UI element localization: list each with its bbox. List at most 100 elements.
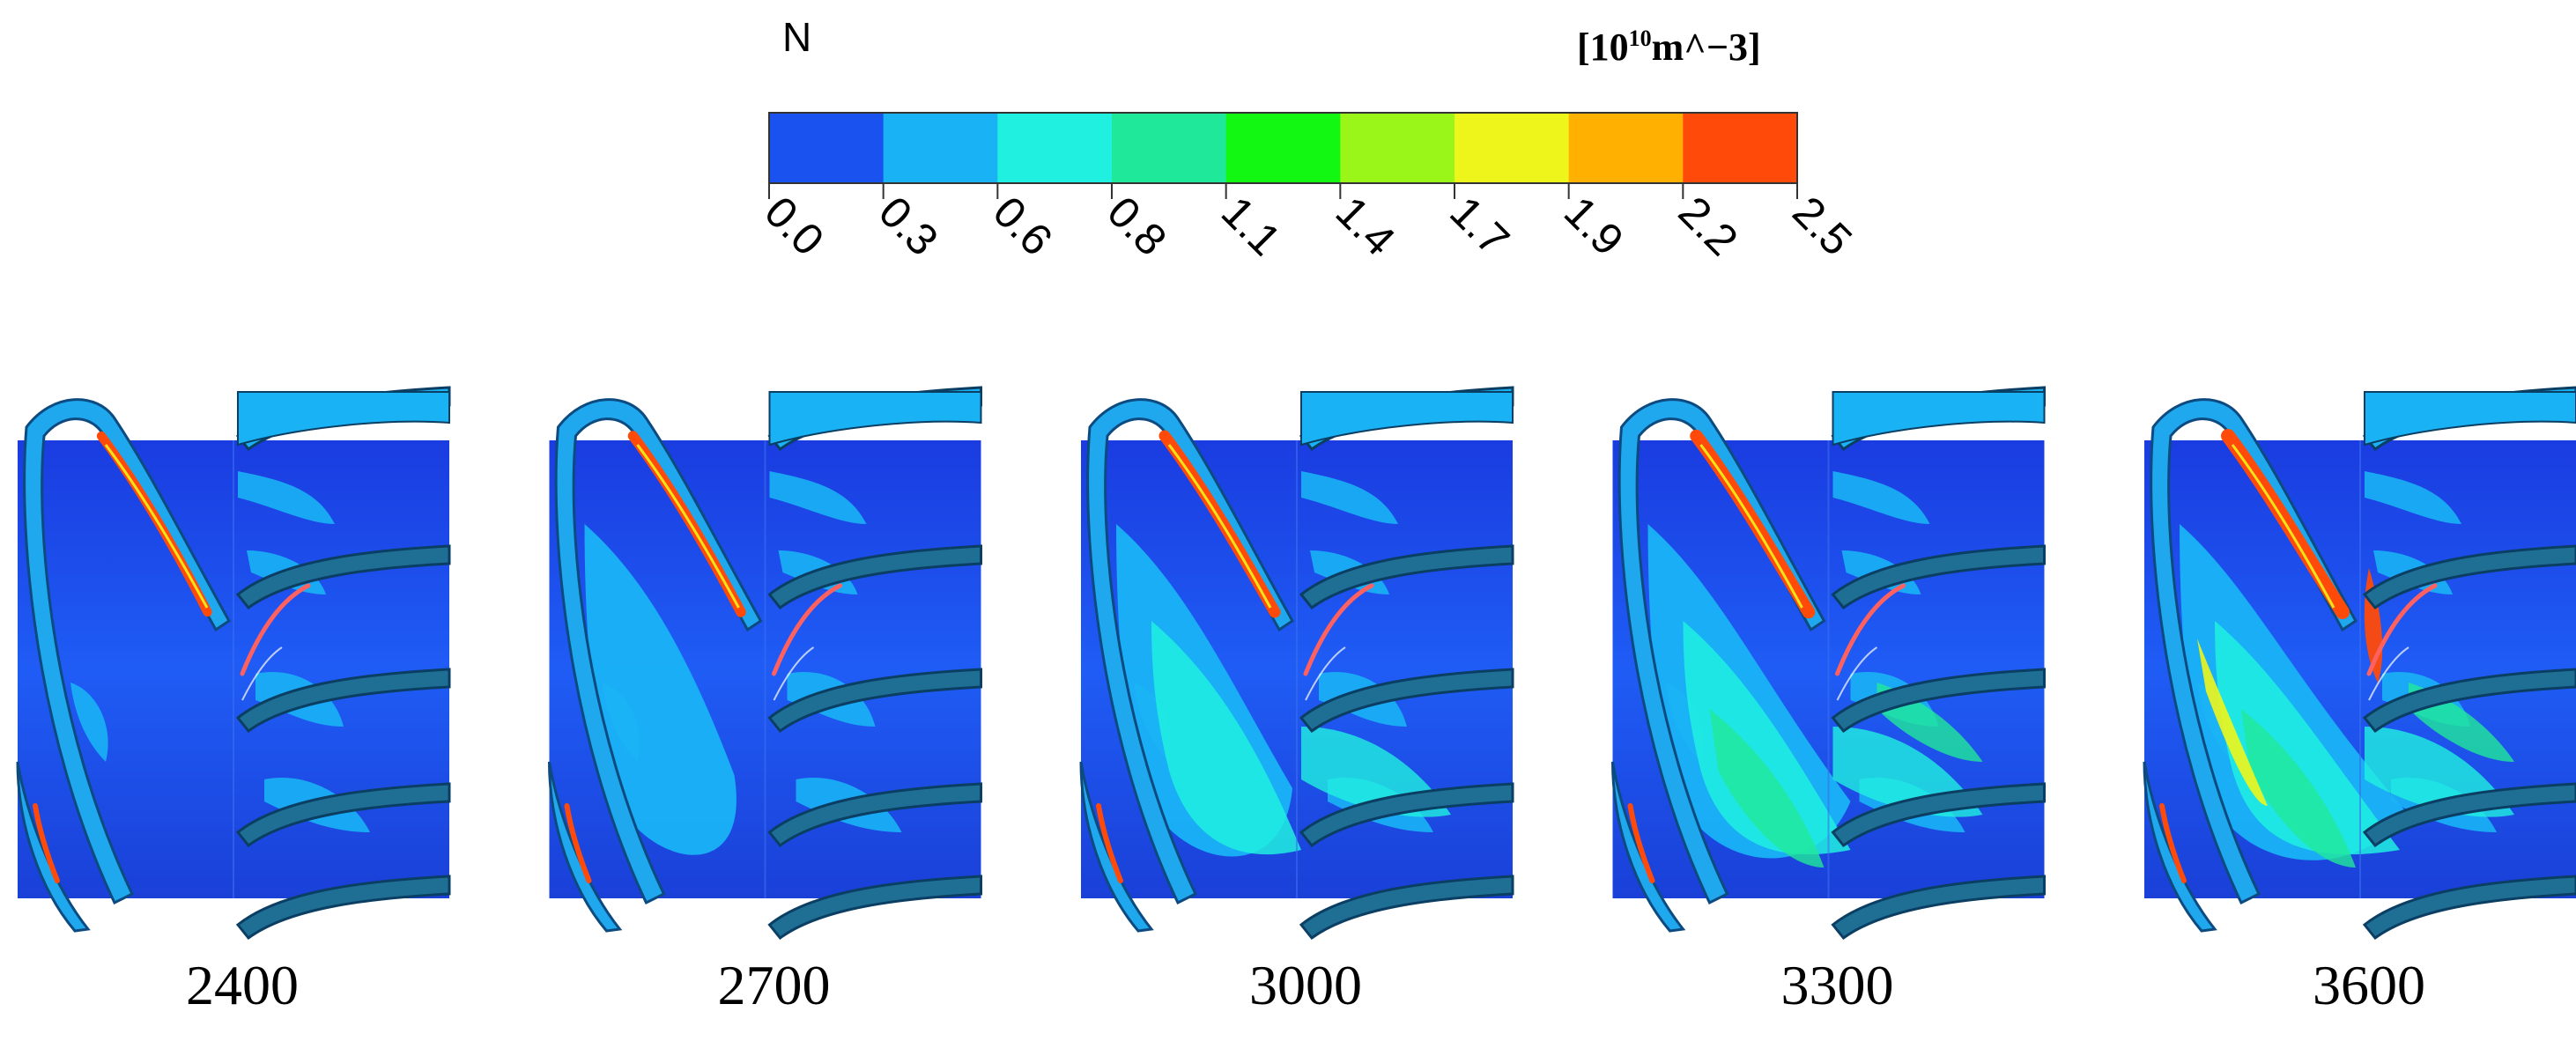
blade-hotspot-edge xyxy=(636,444,740,609)
colorbar-tick-label: 2.5 xyxy=(1783,187,1862,265)
panel-3600: 3600 xyxy=(2143,386,2576,1016)
outlet-blade-streak xyxy=(240,583,311,676)
outlet-blade xyxy=(2362,782,2576,848)
blade-hotspot-edge xyxy=(1699,444,1803,609)
contour-panels: 2400 2700 3000 3300 3600 xyxy=(16,386,2576,1016)
panel-2400: 2400 xyxy=(16,386,451,1016)
blade-hotspot xyxy=(1096,803,1123,883)
blade-hotspot xyxy=(564,803,592,883)
panel-3000: 3000 xyxy=(1079,386,1514,1016)
outlet-blade xyxy=(2362,668,2576,734)
blade-hotspot xyxy=(33,803,60,883)
outlet-blade xyxy=(235,782,451,848)
contour-patch xyxy=(2365,471,2461,524)
colorbar-border xyxy=(768,112,1798,184)
inlet-blade xyxy=(23,398,231,905)
outlet-shroud xyxy=(2364,391,2576,447)
outlet-blade-highlight xyxy=(1305,646,1346,701)
colorbar-segment-8 xyxy=(1683,113,1798,183)
contour-patch xyxy=(238,471,335,524)
outlet-blade-highlight xyxy=(2368,646,2409,701)
colorbar-segment-6 xyxy=(1455,113,1570,183)
panel-label: 2700 xyxy=(718,954,831,1016)
colorbar-legend: N [1010m^−3] 0.0 0.3 0.6 0.8 1.1 1.4 1.7 1.9 2.2… xyxy=(755,14,1862,265)
inlet-blade xyxy=(1086,398,1294,905)
outlet-blade xyxy=(235,875,451,941)
outlet-blade-streak xyxy=(772,583,842,676)
outlet-blade-highlight xyxy=(1836,646,1878,701)
inlet-blade xyxy=(2150,398,2358,905)
outlet-blade-highlight xyxy=(241,646,283,701)
contour-patch xyxy=(1832,471,1930,524)
outlet-shroud xyxy=(1300,391,1514,447)
colorbar-tick-label: 1.4 xyxy=(1327,187,1405,265)
inlet-blade-lower xyxy=(2143,761,2217,933)
outlet-blade xyxy=(1299,544,1514,610)
panel-label: 3600 xyxy=(2313,954,2425,1016)
blade-hotspot xyxy=(1627,803,1655,883)
blade-hotspot-edge xyxy=(104,444,209,609)
contour-region-mid xyxy=(1151,621,1301,855)
outlet-blade xyxy=(1831,782,2046,848)
contour-region-low xyxy=(584,524,737,855)
outlet-blade-highlight xyxy=(773,646,815,701)
contour-patch xyxy=(769,471,867,524)
colorbar-tick-label: 1.7 xyxy=(1440,187,1519,265)
colorbar-tick-label: 0.3 xyxy=(870,187,948,265)
colorbar-tick-label: 2.2 xyxy=(1669,187,1748,265)
blade-hotspot-edge xyxy=(2231,444,2335,609)
outlet-blade xyxy=(2362,875,2576,941)
outlet-blade-streak xyxy=(2366,583,2438,676)
outlet-blade xyxy=(767,668,982,734)
colorbar-tick-label: 0.0 xyxy=(755,187,833,265)
outlet-blade xyxy=(1831,875,2046,941)
panel-label: 2400 xyxy=(186,954,299,1016)
legend-unit: [1010m^−3] xyxy=(1577,26,1761,69)
inlet-blade-lower xyxy=(548,761,623,933)
contour-patch xyxy=(1301,471,1398,524)
inlet-blade-lower xyxy=(1079,761,1154,933)
colorbar-segment-2 xyxy=(997,113,1113,183)
colorbar-ticks: 0.0 0.3 0.6 0.8 1.1 1.4 1.7 1.9 2.2 2.5 xyxy=(755,183,1862,265)
inlet-blade xyxy=(554,398,763,905)
colorbar xyxy=(768,112,1798,184)
outlet-blade xyxy=(767,782,982,848)
colorbar-tick-label: 1.9 xyxy=(1555,187,1633,265)
panel-3300: 3300 xyxy=(1611,386,2046,1016)
contour-region-high xyxy=(1709,709,1825,868)
outlet-blade xyxy=(767,544,982,610)
inlet-blade xyxy=(1617,398,1826,905)
outlet-blade xyxy=(1299,668,1514,734)
outlet-blade xyxy=(2362,544,2576,610)
panel-label: 3300 xyxy=(1781,954,1894,1016)
contour-region-high xyxy=(2241,709,2356,868)
outlet-blade xyxy=(1299,782,1514,848)
outlet-shroud xyxy=(768,391,982,447)
outlet-blade xyxy=(767,875,982,941)
colorbar-segment-3 xyxy=(1112,113,1227,183)
colorbar-tick-label: 1.1 xyxy=(1212,187,1291,265)
outlet-blade xyxy=(235,544,451,610)
colorbar-tick-label: 0.8 xyxy=(1098,187,1176,265)
outlet-blade xyxy=(1831,668,2046,734)
outlet-blade-streak xyxy=(1303,583,1374,676)
outlet-blade xyxy=(1299,875,1514,941)
outlet-shroud xyxy=(1832,391,2046,447)
colorbar-tick-label: 0.6 xyxy=(984,187,1062,265)
panel-label: 3000 xyxy=(1249,954,1362,1016)
colorbar-segment-1 xyxy=(883,113,998,183)
colorbar-segment-4 xyxy=(1225,113,1341,183)
contour-region-mid xyxy=(1683,621,1851,855)
outlet-blade xyxy=(235,668,451,734)
blade-hotspot xyxy=(2221,429,2350,619)
colorbar-segment-5 xyxy=(1340,113,1455,183)
inlet-blade-lower xyxy=(1611,761,1686,933)
contour-patch xyxy=(70,683,108,762)
blade-hotspot-edge xyxy=(1167,444,1272,609)
colorbar-segment-0 xyxy=(769,113,885,183)
outlet-blade xyxy=(1831,544,2046,610)
outlet-blade-streak xyxy=(1835,583,1906,676)
colorbar-segment-7 xyxy=(1568,113,1684,183)
panel-2700: 2700 xyxy=(548,386,982,1016)
